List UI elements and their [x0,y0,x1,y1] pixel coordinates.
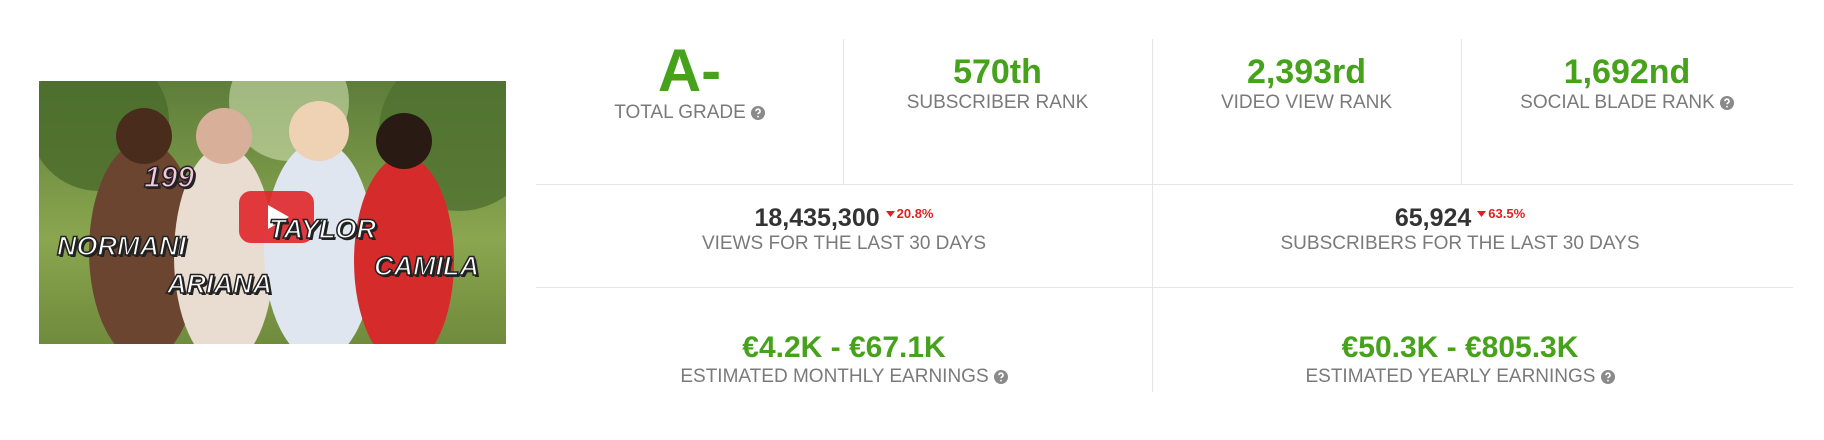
stat-change: 20.8% [885,206,934,221]
earnings-label-row: ESTIMATED MONTHLY EARNINGS [680,366,1008,388]
down-arrow [1477,210,1487,217]
rank-value: 570th [953,53,1042,91]
stat-value: 65,924 [1394,204,1472,232]
thumbnail-label: CAMILA [373,250,479,282]
divider [1152,39,1153,392]
earnings-cell: €4.2K - €67.1K ESTIMATED MONTHLY EARNING… [536,330,1152,388]
help-icon[interactable] [993,370,1008,384]
earnings-label: ESTIMATED YEARLY EARNINGS [1305,366,1596,387]
rank-cell: 2,393rd VIDEO VIEW RANK [1152,52,1461,114]
rank-value: 1,692nd [1563,53,1691,91]
earnings-value: €50.3K - €805.3K [1341,331,1579,364]
rank-label: TOTAL GRADE [614,102,746,123]
divider [843,39,844,184]
stat-value-row: 18,435,300 20.8% [755,204,934,233]
rank-label: VIDEO VIEW RANK [1220,92,1393,113]
rank-label-row: SOCIAL BLADE RANK [1520,92,1734,114]
thumbnail-image [39,81,506,344]
rank-label: SOCIAL BLADE RANK [1520,92,1715,113]
earnings-value: €4.2K - €67.1K [742,331,946,364]
down-arrow [885,210,895,217]
stat-value: 18,435,300 [754,204,880,232]
rank-value: 2,393rd [1246,53,1367,91]
thumbnail-label: ARIANA [166,268,273,300]
thumbnail-label: TAYLOR [268,213,377,245]
stat-cell: 18,435,300 20.8% VIEWS FOR THE LAST 30 D… [536,204,1152,255]
rank-cell: 1,692nd SOCIAL BLADE RANK [1461,52,1793,114]
stat-change-value: 20.8% [896,206,934,221]
stat-label: SUBSCRIBERS FOR THE LAST 30 DAYS [1280,233,1640,254]
stat-cell: 65,924 63.5% SUBSCRIBERS FOR THE LAST 30… [1152,204,1768,255]
earnings-label-row: ESTIMATED YEARLY EARNINGS [1305,366,1615,388]
earnings-cell: €50.3K - €805.3K ESTIMATED YEARLY EARNIN… [1152,330,1768,388]
divider [536,287,1793,288]
rank-cell: 570th SUBSCRIBER RANK [843,52,1152,114]
help-icon[interactable] [750,106,765,120]
divider [536,184,1793,185]
earnings-label: ESTIMATED MONTHLY EARNINGS [680,366,989,387]
stat-change-value: 63.5% [1488,206,1526,221]
rank-value: A- [657,37,722,104]
thumbnail-jersey: 199 [143,160,195,195]
help-icon[interactable] [1719,96,1734,110]
stat-value-row: 65,924 63.5% [1395,204,1525,233]
stat-label: VIEWS FOR THE LAST 30 DAYS [701,233,987,254]
stat-change: 63.5% [1477,206,1525,221]
rank-label-row: TOTAL GRADE [614,102,765,124]
thumbnail-label: NORMANI [56,230,187,262]
divider [1461,39,1462,184]
video-thumbnail[interactable]: 199 NORMANI ARIANA TAYLOR CAMILA [39,81,506,344]
rank-label: SUBSCRIBER RANK [906,92,1089,113]
help-icon[interactable] [1600,370,1615,384]
rank-cell: A- TOTAL GRADE [536,40,843,124]
